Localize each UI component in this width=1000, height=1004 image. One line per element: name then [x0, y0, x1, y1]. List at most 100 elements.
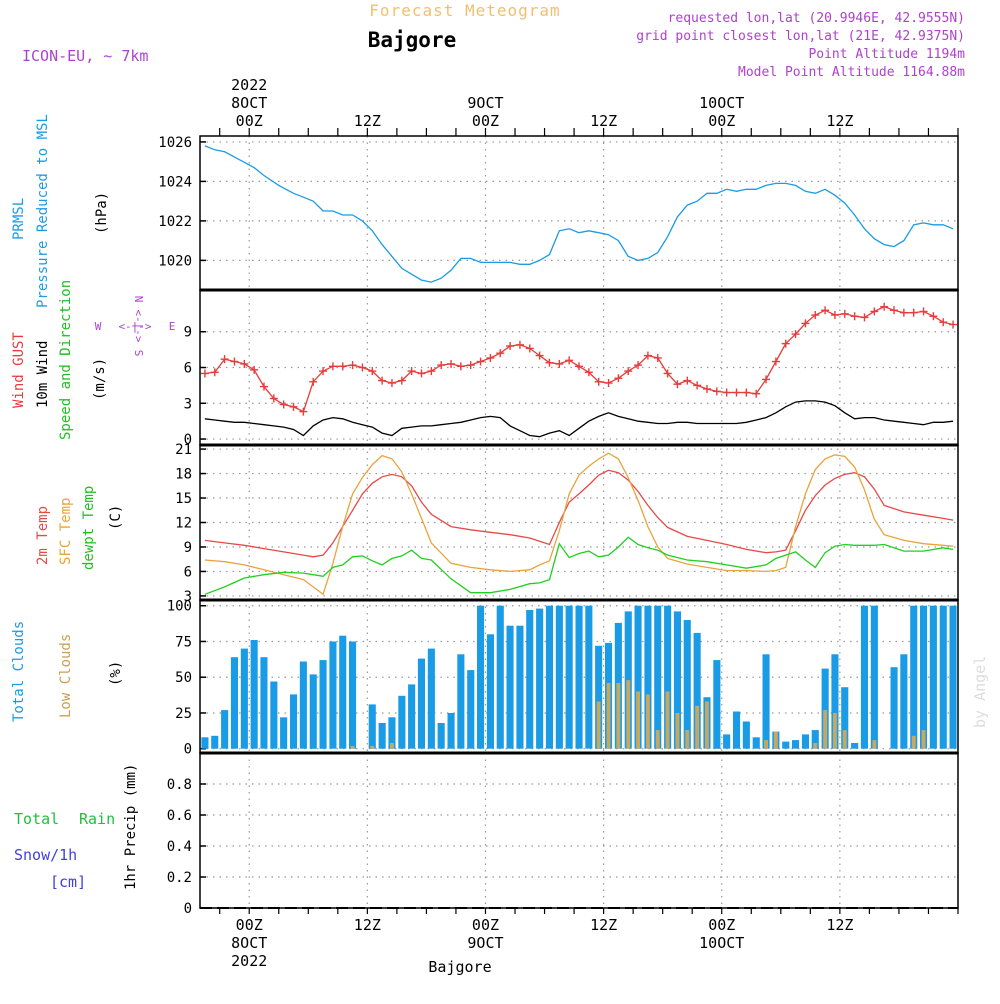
gust-marker	[742, 388, 751, 397]
precip-ytick-label: 0.4	[167, 839, 192, 855]
temperature-ytick-label: 6	[184, 564, 192, 580]
low-cloud-bar	[695, 705, 700, 749]
total-cloud-bar	[516, 625, 524, 749]
total-cloud-bar	[821, 668, 829, 749]
top-time-label: 8OCT	[231, 94, 267, 112]
gust-marker	[850, 312, 859, 321]
clouds-ytick-label: 75	[175, 634, 192, 650]
gust-marker	[230, 357, 239, 366]
gust-marker	[949, 320, 958, 329]
total-label: Total	[14, 810, 59, 828]
total-cloud-bar	[319, 660, 327, 749]
total-cloud-bar	[683, 620, 691, 749]
clouds-ytick-label: 100	[167, 599, 192, 615]
top-time-label: 00Z	[236, 112, 263, 130]
gust-marker	[407, 367, 416, 376]
total-cloud-bar	[654, 605, 662, 749]
total-cloud-bar	[752, 737, 760, 749]
gust-marker	[319, 367, 328, 376]
gust-marker	[299, 407, 308, 416]
gust-marker	[496, 349, 505, 358]
gust-marker	[870, 307, 879, 316]
gust-marker	[220, 355, 229, 364]
precip-ytick-label: 0.8	[167, 777, 192, 793]
low-cloud-bar	[616, 682, 621, 749]
precip-ytick-label: 0	[184, 901, 192, 917]
gust-marker	[781, 339, 790, 348]
precip-unit-label: 1hr Precip (mm)	[123, 764, 139, 890]
clouds-ytick-label: 0	[184, 742, 192, 758]
pressure-ytick-label: 1024	[158, 174, 192, 190]
total-cloud-bar	[713, 660, 721, 749]
temperature-ytick-label: 12	[175, 516, 192, 532]
10m-wind-line	[204, 400, 954, 438]
compass-south: S	[132, 350, 145, 357]
low-cloud-bar	[833, 713, 837, 749]
clouds-ytick-label: 25	[175, 706, 192, 722]
point-altitude: Point Altitude 1194m	[808, 47, 965, 62]
gust-marker	[732, 388, 741, 397]
bottom-time-label: 00Z	[708, 916, 735, 934]
total-cloud-bar	[792, 740, 800, 749]
bottom-time-label: 9OCT	[467, 934, 503, 952]
low-cloud-bar	[370, 745, 375, 749]
total-cloud-bar	[555, 605, 563, 749]
precip-panel: 0 0.2 0.4 0.6 0.8	[167, 752, 959, 917]
low-cloud-bar	[921, 730, 926, 749]
location-name: Bajgore	[368, 28, 457, 52]
low-cloud-bar	[675, 713, 680, 749]
compass-east: E	[169, 320, 176, 333]
total-clouds-label: Total Clouds	[11, 621, 27, 722]
low-cloud-bar	[705, 701, 709, 749]
low-cloud-bar	[636, 691, 640, 749]
low-cloud-bar	[606, 682, 611, 749]
wind-10m-label: 10m Wind	[35, 341, 51, 408]
total-cloud-bar	[673, 611, 681, 749]
total-cloud-bar	[575, 605, 583, 749]
total-cloud-bar	[644, 605, 652, 749]
gust-marker	[368, 367, 377, 376]
gust-marker	[811, 311, 820, 320]
gust-marker	[210, 368, 219, 377]
total-cloud-bar	[496, 605, 504, 749]
pressure-frame	[199, 135, 959, 291]
rain-label: Rain	[79, 810, 115, 828]
low-clouds-label: Low Clouds	[58, 634, 74, 718]
temp-unit-label: (C)	[108, 505, 124, 530]
wind-ytick-label: 6	[184, 361, 192, 377]
top-time-label: 00Z	[708, 112, 735, 130]
bottom-time-label: 12Z	[354, 916, 381, 934]
low-cloud-bar	[646, 694, 650, 749]
total-cloud-bar	[477, 605, 485, 749]
total-cloud-bar	[929, 605, 937, 749]
gust-marker	[909, 308, 918, 317]
pressure-ytick-label: 1020	[158, 253, 192, 269]
temperature-ytick-label: 9	[184, 540, 192, 556]
low-cloud-bar	[764, 740, 768, 749]
temperature-ytick-label: 3	[184, 589, 192, 605]
total-cloud-bar	[585, 605, 593, 749]
compass-ew-arrow: <-|->	[118, 320, 151, 333]
total-cloud-bar	[851, 743, 859, 749]
total-cloud-bar	[733, 711, 741, 749]
snow-unit-label: [cm]	[50, 873, 86, 891]
gust-marker	[771, 357, 780, 366]
gust-marker	[555, 359, 564, 368]
gust-marker	[309, 377, 318, 386]
total-cloud-bar	[417, 658, 425, 749]
gust-marker	[791, 330, 800, 339]
wind-unit-label: (m/s)	[92, 358, 108, 400]
total-cloud-bar	[841, 687, 849, 749]
total-cloud-bar	[221, 710, 229, 749]
bottom-time-label: 12Z	[590, 916, 617, 934]
total-cloud-bar	[831, 654, 839, 749]
precip-ytick-label: 0.6	[167, 808, 192, 824]
gust-marker	[722, 388, 731, 397]
total-cloud-bar	[299, 661, 307, 749]
total-cloud-bar	[890, 667, 898, 749]
model-label: ICON-EU, ~ 7km	[22, 47, 148, 65]
total-cloud-bar	[526, 610, 534, 749]
total-cloud-bar	[811, 730, 819, 749]
low-cloud-bar	[685, 730, 690, 749]
